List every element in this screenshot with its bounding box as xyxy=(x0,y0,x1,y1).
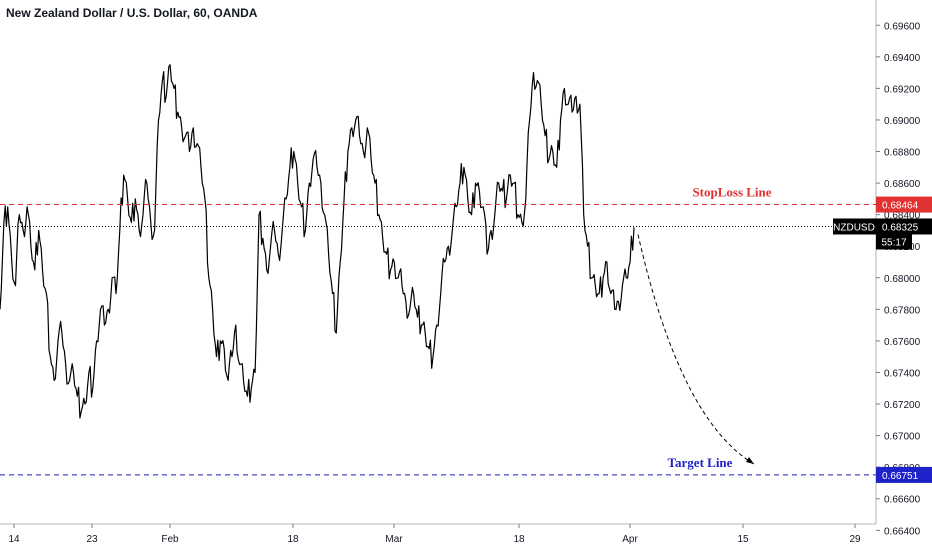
countdown-tag xyxy=(876,234,912,250)
stoploss-label: StopLoss Line xyxy=(692,185,771,200)
chart-title: New Zealand Dollar / U.S. Dollar, 60, OA… xyxy=(6,6,258,20)
y-tick-label: 0.69200 xyxy=(884,84,921,95)
y-tick-label: 0.68800 xyxy=(884,148,921,159)
target-price-text: 0.66751 xyxy=(882,471,919,482)
y-tick-label: 0.69600 xyxy=(884,21,921,32)
x-tick-label: 18 xyxy=(513,534,525,545)
y-tick-label: 0.67400 xyxy=(884,368,921,379)
symbol-tag-text: NZDUSD xyxy=(833,222,875,233)
x-tick-label: 18 xyxy=(287,534,299,545)
projection-arrow xyxy=(637,234,755,465)
x-tick-label: 14 xyxy=(8,534,20,545)
y-tick-label: 0.68600 xyxy=(884,179,921,190)
y-tick-label: 0.67800 xyxy=(884,305,921,316)
x-tick-label: 29 xyxy=(849,534,861,545)
x-tick-label: Apr xyxy=(622,534,638,545)
symbol-tag xyxy=(833,218,876,235)
x-tick-label: 15 xyxy=(737,534,749,545)
stoploss-price-text: 0.68464 xyxy=(882,201,919,212)
x-tick-label: Mar xyxy=(385,534,403,545)
y-tick-label: 0.66600 xyxy=(884,495,921,506)
countdown-text: 55:17 xyxy=(881,237,906,248)
y-tick-label: 0.69400 xyxy=(884,53,921,64)
current-price-text: 0.68325 xyxy=(882,222,919,233)
current-price-tag xyxy=(876,218,932,235)
y-tick-label: 0.68400 xyxy=(884,211,921,222)
y-tick-label: 0.66400 xyxy=(884,526,921,537)
stoploss-price-tag xyxy=(876,196,932,213)
y-tick-label: 0.69000 xyxy=(884,116,921,127)
y-tick-label: 0.67000 xyxy=(884,432,921,443)
target-label: Target Line xyxy=(668,455,733,470)
y-tick-label: 0.68000 xyxy=(884,274,921,285)
x-tick-label: Feb xyxy=(161,534,179,545)
x-tick-label: 23 xyxy=(86,534,98,545)
y-tick-label: 0.67600 xyxy=(884,337,921,348)
target-price-tag xyxy=(876,466,932,483)
projection-arrowhead xyxy=(746,457,754,465)
y-tick-label: 0.67200 xyxy=(884,400,921,411)
price-series-line[interactable] xyxy=(0,64,635,419)
